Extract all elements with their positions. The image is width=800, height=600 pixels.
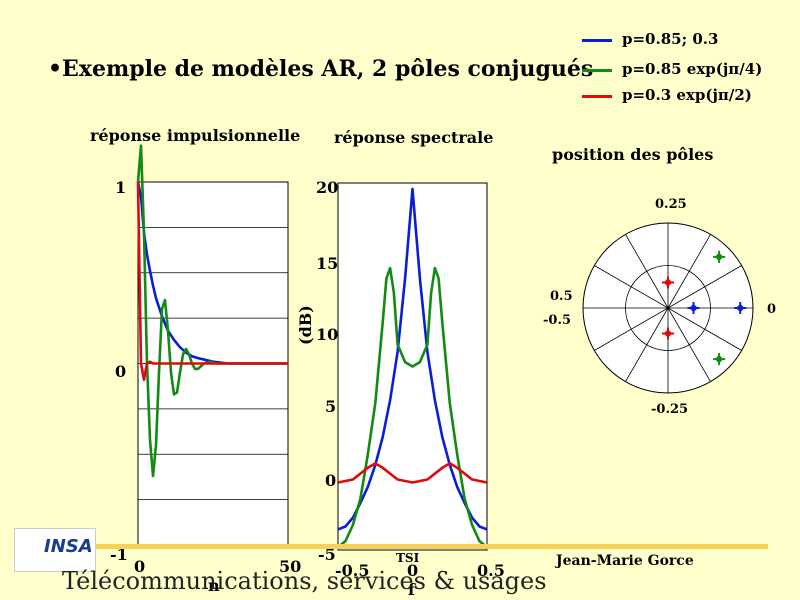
author-name: Jean-Marie Gorce: [556, 553, 694, 569]
radial-line: [625, 234, 669, 309]
series-line: [337, 462, 488, 484]
radial-line: [667, 307, 711, 382]
radial-line: [667, 234, 711, 309]
poles-label-right: 0: [767, 302, 777, 317]
series-line: [337, 187, 488, 531]
pole-marker: [714, 354, 724, 364]
poles-label-bottom: -0.25: [651, 402, 689, 417]
impulse-ytick: 0: [115, 362, 127, 381]
insa-logo: [14, 528, 96, 572]
impulse-ytick: 1: [115, 178, 127, 197]
pole-marker: [689, 303, 698, 313]
spectral-ytick: 10: [316, 325, 339, 344]
footer-text: Télécommunications, services & usages: [62, 567, 547, 595]
pole-marker: [736, 303, 745, 313]
series-line: [337, 266, 488, 549]
radial-line: [667, 307, 742, 351]
legend-swatch-blue: [582, 39, 612, 42]
footer-bar: [70, 544, 768, 549]
impulse-ytick: -1: [110, 545, 128, 564]
insa-logo-text: INSA: [44, 536, 93, 557]
spectral-ytick: -5: [318, 545, 336, 564]
impulse-xtick: 0: [134, 557, 146, 576]
legend-label-blue: p=0.85; 0.3: [622, 30, 719, 48]
impulse-xtick: 50: [279, 557, 302, 576]
tsi-label: TSI: [396, 551, 420, 565]
spectral-chart: [337, 182, 488, 551]
spectral-chart-title: réponse spectrale: [334, 128, 494, 147]
slide-title: •Exemple de modèles AR, 2 pôles conjugué…: [48, 56, 594, 82]
poles-chart: [582, 222, 754, 394]
series-line: [136, 181, 288, 382]
radial-line: [667, 265, 742, 309]
impulse-xlabel: n: [208, 576, 220, 595]
impulse-chart: [136, 144, 289, 546]
legend-label-green: p=0.85 exp(jπ/4): [622, 60, 763, 78]
poles-label-top: 0.25: [655, 197, 687, 212]
pole-marker: [663, 329, 673, 338]
spectral-xtick: 0.5: [477, 561, 505, 580]
spectral-ytick: 5: [325, 397, 337, 416]
radial-line: [625, 307, 669, 382]
poles-label-left-neg: -0.5: [543, 313, 572, 328]
spectral-ytick: 20: [316, 178, 339, 197]
radial-line: [594, 265, 669, 309]
poles-label-left-pos: 0.5: [550, 289, 573, 304]
spectral-xtick: 0: [407, 561, 419, 580]
spectral-xlabel: f: [408, 580, 415, 599]
legend-swatch-green: [582, 69, 612, 72]
spectral-ytick: 15: [316, 254, 339, 273]
poles-chart-title: position des pôles: [552, 145, 714, 164]
spectral-xtick: -0.5: [335, 561, 370, 580]
pole-marker: [663, 278, 673, 287]
radial-line: [594, 307, 669, 351]
legend-label-red: p=0.3 exp(jπ/2): [622, 86, 752, 104]
legend-swatch-red: [582, 95, 612, 98]
impulse-chart-title: réponse impulsionnelle: [90, 126, 301, 145]
spectral-ytick: 0: [325, 471, 337, 490]
